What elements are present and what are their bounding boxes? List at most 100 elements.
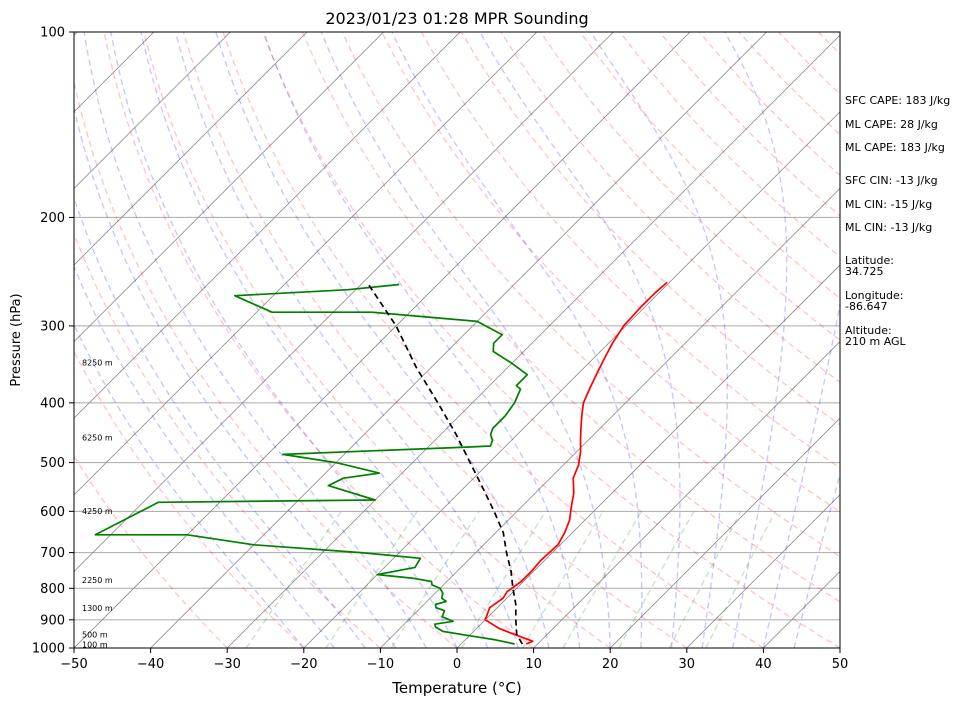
x-tick-label: −20: [290, 657, 317, 672]
x-tick-label: 40: [755, 657, 772, 672]
dry-adiabat-line: [143, 32, 611, 648]
parameter-label: ML CAPE: 183 J/kg: [845, 141, 945, 154]
dry-adiabat-line: [74, 79, 458, 648]
moist-adiabat-line: [793, 472, 840, 648]
height-label: 1300 m: [82, 604, 113, 613]
isotherm-line: [74, 32, 461, 419]
mixing-ratio-line: [562, 510, 642, 648]
isotherm-line: [74, 32, 691, 648]
moist-adiabat-line: [174, 32, 519, 648]
moist-adiabat-line: [479, 32, 681, 648]
y-tick-label: 400: [40, 396, 65, 411]
mixing-ratio-line: [705, 510, 777, 648]
parameter-label: SFC CAPE: 183 J/kg: [845, 94, 950, 107]
parameter-label: ML CAPE: 28 J/kg: [845, 118, 938, 131]
parameter-label: Altitude:: [845, 324, 892, 337]
x-tick-label: 0: [453, 657, 461, 672]
temperature-profile: [484, 281, 668, 645]
isotherm-line: [609, 417, 840, 648]
isotherm-line: [380, 187, 840, 648]
height-label: 2250 m: [82, 576, 113, 585]
dry-adiabat-line: [579, 32, 840, 300]
y-tick-label: 200: [40, 211, 65, 226]
y-tick-label: 300: [40, 319, 65, 334]
y-tick-label: 800: [40, 582, 65, 597]
x-axis: −50 −40 −30 −20 −10 0 10 20 30 40 50: [60, 648, 848, 672]
moist-adiabat-line: [724, 32, 788, 648]
x-tick-label: −50: [60, 657, 87, 672]
moist-adiabat-line: [215, 32, 550, 648]
parameter-labels: SFC CAPE: 183 J/kg ML CAPE: 28 J/kg ML CAP…: [845, 94, 950, 348]
parameter-label: ML CIN: -13 J/kg: [845, 221, 932, 234]
moist-adiabat-line: [391, 32, 643, 648]
reference-lines: [74, 32, 840, 648]
parameter-label: Latitude:: [845, 254, 894, 267]
x-tick-label: −40: [137, 657, 164, 672]
dry-adiabat-line: [182, 32, 688, 648]
isotherm-line: [74, 32, 614, 572]
x-tick-label: 20: [602, 657, 619, 672]
isotherm-line: [456, 264, 840, 648]
height-label: 4250 m: [82, 507, 113, 516]
mixing-ratio-line: [618, 510, 695, 648]
isotherm-line: [74, 32, 308, 266]
dry-adiabat-line: [103, 32, 535, 648]
isotherm-line: [686, 494, 840, 648]
chart-title: 2023/01/23 01:28 MPR Sounding: [325, 9, 588, 28]
height-label: 500 m: [82, 631, 108, 640]
y-tick-label: 900: [40, 613, 65, 628]
x-tick-label: 10: [525, 657, 542, 672]
mixing-ratio-line: [245, 510, 342, 648]
y-tick-label: 1000: [32, 642, 65, 657]
moist-adiabat-line: [110, 32, 458, 648]
dry-adiabat-line: [74, 349, 305, 648]
mixing-ratio-line: [325, 510, 418, 648]
mixing-ratio-line: [461, 510, 547, 648]
y-tick-label: 700: [40, 546, 65, 561]
parameter-label: SFC CIN: -13 J/kg: [845, 174, 938, 187]
height-label: 6250 m: [82, 434, 113, 443]
isotherm-line: [74, 32, 538, 496]
y-tick-label: 600: [40, 505, 65, 520]
y-tick-label: 100: [40, 26, 65, 41]
isotherm-line: [74, 32, 384, 343]
moist-adiabat-line: [74, 195, 366, 648]
parameter-value: -86.647: [845, 300, 887, 313]
y-tick-label: 500: [40, 456, 65, 471]
mixing-ratio-line: [390, 510, 480, 648]
mixing-ratio-line: [521, 510, 604, 648]
moist-adiabat-line: [263, 32, 581, 648]
isotherm-line: [226, 34, 840, 648]
dewpoint-profile: [94, 283, 529, 645]
parameter-label: ML CIN: -15 J/kg: [845, 198, 932, 211]
height-label: 100 m: [82, 640, 108, 649]
parameter-value: 34.725: [845, 265, 884, 278]
x-tick-label: 50: [832, 657, 849, 672]
isotherm-line: [74, 32, 231, 189]
dry-adiabat-line: [262, 32, 840, 648]
moist-adiabat-line: [83, 32, 427, 648]
x-axis-title: Temperature (°C): [391, 679, 521, 697]
moist-adiabat-line: [320, 32, 611, 648]
height-label: 8250 m: [82, 358, 113, 367]
moist-adiabat-line: [74, 264, 335, 648]
parameter-label: Longitude:: [845, 289, 903, 302]
isotherm-line: [533, 341, 840, 648]
y-axis-title: Pressure (hPa): [9, 293, 24, 386]
x-tick-label: −30: [213, 657, 240, 672]
dry-adiabat-line: [74, 231, 381, 648]
mixing-ratio-line: [668, 510, 742, 648]
moist-adiabat-line: [74, 105, 397, 648]
moist-adiabat-line: [590, 32, 729, 648]
isotherm-line: [303, 111, 840, 648]
profile-lines: [94, 281, 668, 645]
x-tick-label: −10: [367, 657, 394, 672]
y-axis: 1000 900 800 700 600 500 400 300 200 100: [32, 26, 74, 657]
parcel-profile: [367, 284, 524, 645]
x-tick-label: 30: [679, 657, 696, 672]
moist-adiabat-line: [762, 301, 840, 648]
parameter-value: 210 m AGL: [845, 335, 907, 348]
